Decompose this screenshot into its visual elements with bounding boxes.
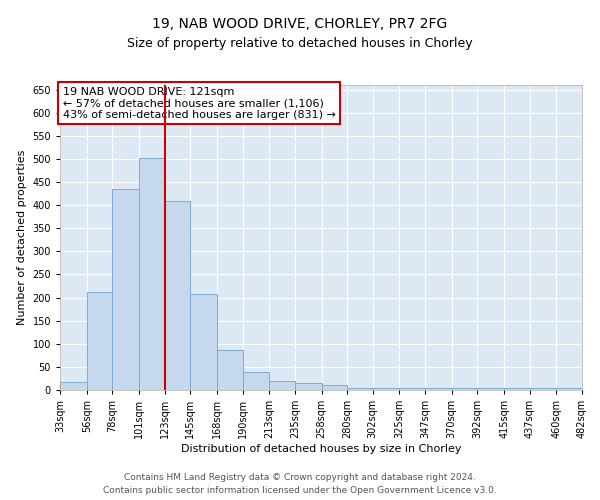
Bar [87, 292, 112, 390]
Bar [373, 388, 400, 390]
Bar [556, 388, 582, 390]
Text: Size of property relative to detached houses in Chorley: Size of property relative to detached ho… [127, 38, 473, 51]
Text: 19 NAB WOOD DRIVE: 121sqm
← 57% of detached houses are smaller (1,106)
43% of se: 19 NAB WOOD DRIVE: 121sqm ← 57% of detac… [62, 86, 335, 120]
Bar [504, 388, 530, 390]
Text: Contains public sector information licensed under the Open Government Licence v3: Contains public sector information licen… [103, 486, 497, 495]
Bar [425, 388, 452, 390]
Bar [269, 381, 295, 390]
Bar [347, 388, 373, 390]
Bar [322, 386, 347, 390]
Bar [400, 388, 425, 390]
Bar [530, 388, 556, 390]
Bar [242, 372, 269, 390]
Y-axis label: Number of detached properties: Number of detached properties [17, 150, 27, 325]
Text: Contains HM Land Registry data © Crown copyright and database right 2024.: Contains HM Land Registry data © Crown c… [124, 474, 476, 482]
Bar [60, 382, 87, 390]
X-axis label: Distribution of detached houses by size in Chorley: Distribution of detached houses by size … [181, 444, 461, 454]
Bar [217, 350, 242, 390]
Bar [139, 158, 164, 390]
Text: 19, NAB WOOD DRIVE, CHORLEY, PR7 2FG: 19, NAB WOOD DRIVE, CHORLEY, PR7 2FG [152, 18, 448, 32]
Bar [452, 388, 478, 390]
Bar [295, 383, 322, 390]
Bar [190, 294, 217, 390]
Bar [112, 189, 139, 390]
Bar [164, 202, 190, 390]
Bar [478, 388, 504, 390]
